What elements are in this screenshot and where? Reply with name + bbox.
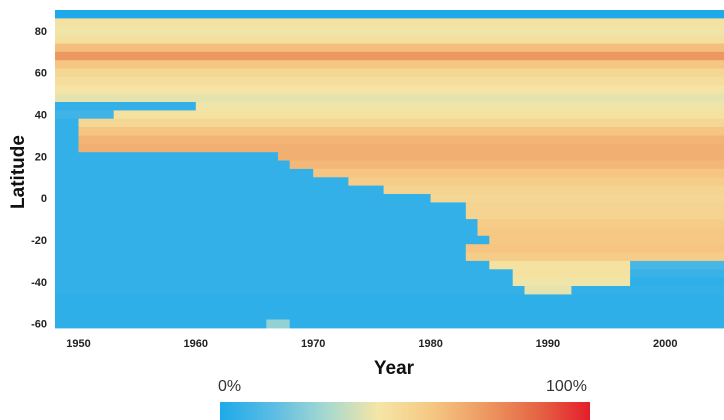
heatmap-cell [55, 252, 467, 262]
heatmap-cell [477, 227, 724, 237]
heatmap-cell [55, 143, 79, 153]
x-tick-label: 1990 [536, 338, 560, 350]
heatmap-cell [55, 260, 490, 270]
y-tick-label: 80 [35, 26, 47, 38]
heatmap-cell [55, 286, 525, 295]
y-tick-label: -40 [31, 277, 47, 289]
heatmap-cell [465, 202, 724, 212]
heatmap-cell [55, 135, 79, 145]
heatmap-cell [465, 252, 724, 262]
heatmap-cell [55, 102, 197, 111]
heatmap-cell [55, 60, 724, 70]
heatmap-cell [78, 118, 724, 128]
heatmap-cell [430, 194, 724, 203]
heatmap-cell [313, 168, 724, 178]
heatmap-cell [55, 152, 279, 162]
x-tick-label: 1950 [66, 338, 90, 350]
x-tick-label: 2000 [653, 338, 677, 350]
x-axis-title: Year [374, 358, 415, 379]
heatmap-cell [55, 43, 724, 53]
heatmap-cell [477, 219, 724, 228]
heatmap-cell [266, 319, 291, 329]
heatmap-cell [55, 26, 724, 36]
heatmap-cell [524, 286, 572, 295]
heatmap-cell [55, 277, 514, 287]
heatmap-cell [465, 210, 724, 220]
heatmap-cell [55, 160, 291, 170]
x-tick-label: 1970 [301, 338, 325, 350]
heatmap-cell [630, 277, 724, 287]
heatmap-cell [289, 160, 724, 170]
heatmap-cell [630, 269, 724, 279]
heatmap-cell [55, 319, 267, 329]
heatmap-cell [55, 244, 467, 254]
heatmap-cell [55, 311, 724, 320]
y-tick-label: 40 [35, 110, 47, 122]
heatmap-cell [278, 152, 724, 162]
heatmap-cell [55, 118, 79, 128]
heatmap-cell [465, 244, 724, 254]
heatmap-cell [630, 260, 724, 270]
heatmap-cell [55, 177, 349, 187]
heatmap-cell [512, 277, 631, 287]
heatmap-cell [78, 143, 724, 153]
y-axis-title: Latitude [8, 135, 29, 209]
heatmap-cell [289, 319, 724, 329]
heatmap-cell [55, 194, 432, 203]
legend-min-label: 0% [218, 378, 242, 395]
heatmap-cell [489, 260, 631, 270]
heatmap-cell [571, 286, 724, 295]
x-tick-label: 1980 [418, 338, 442, 350]
x-axis-ticks: 1950 1960 1970 1980 1990 2000 [66, 338, 677, 350]
heatmap-cell [113, 110, 724, 120]
heatmap-cell [55, 51, 724, 61]
x-tick-label: 1960 [184, 338, 208, 350]
heatmap-cell [55, 185, 385, 195]
legend-max-label: 100% [546, 378, 587, 395]
heatmap-cell [55, 235, 490, 245]
heatmap-cell [512, 269, 631, 279]
heatmap-cell [55, 302, 724, 312]
heatmap-cell [55, 210, 467, 220]
heatmap-cell [55, 294, 724, 304]
y-tick-label: 0 [41, 193, 47, 205]
y-tick-label: 20 [35, 151, 47, 163]
heatmap-cell [348, 177, 724, 187]
y-axis-ticks: 80 60 40 20 0 -20 -40 -60 [31, 26, 47, 331]
heatmap-cell [489, 235, 724, 245]
heatmap-cell [55, 219, 478, 228]
y-tick-label: -20 [31, 235, 47, 247]
y-tick-label: -60 [31, 319, 47, 331]
heatmap-cell [78, 135, 724, 145]
heatmap-cell [55, 110, 115, 120]
heatmap-cell [55, 269, 514, 279]
y-tick-label: 60 [35, 68, 47, 80]
heatmap-cell [55, 85, 724, 95]
heatmap-cell [55, 10, 724, 19]
heatmap-cell [55, 35, 724, 44]
heatmap-cell [55, 168, 314, 178]
heatmap-cell [383, 185, 724, 195]
heatmap-cell [55, 68, 724, 78]
heatmap-cell [55, 127, 79, 136]
heatmap-chart: 80 60 40 20 0 -20 -40 -60 1950 1960 1970 1980 1990 2… [8, 10, 724, 379]
heatmap-cell [195, 102, 724, 111]
heatmap-cell [78, 127, 724, 136]
heatmap-cell [55, 227, 478, 237]
heatmap-cells [55, 10, 724, 329]
heatmap-cell [55, 93, 724, 103]
heatmap-cell [55, 18, 724, 28]
color-scale-bar [220, 402, 590, 420]
heatmap-cell [55, 76, 724, 86]
heatmap-cell [55, 202, 467, 212]
